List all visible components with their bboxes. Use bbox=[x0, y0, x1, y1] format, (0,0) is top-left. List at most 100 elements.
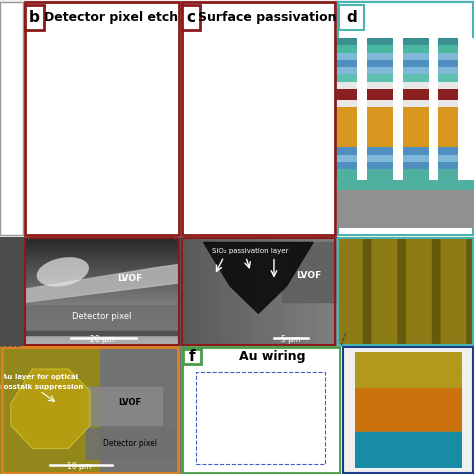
Bar bbox=[321, 53, 337, 60]
Bar bbox=[200, 377, 322, 395]
Bar bbox=[30, 100, 52, 107]
Bar bbox=[133, 60, 160, 67]
Bar bbox=[438, 162, 457, 169]
Text: Detector pixel: Detector pixel bbox=[72, 312, 132, 321]
Bar bbox=[58, 45, 85, 53]
Bar bbox=[337, 190, 474, 228]
Bar bbox=[133, 45, 160, 53]
Bar bbox=[193, 368, 328, 467]
Bar bbox=[58, 100, 85, 107]
Bar bbox=[96, 89, 122, 100]
Bar bbox=[337, 147, 357, 155]
Bar bbox=[164, 107, 180, 147]
Bar bbox=[316, 38, 321, 180]
Bar bbox=[252, 147, 279, 155]
Bar bbox=[133, 89, 160, 100]
Bar bbox=[337, 162, 357, 169]
Bar bbox=[133, 107, 160, 147]
Bar bbox=[30, 53, 52, 60]
Text: LVOF: LVOF bbox=[296, 271, 321, 280]
Bar bbox=[402, 155, 428, 162]
Bar bbox=[438, 100, 457, 107]
Bar bbox=[58, 38, 85, 45]
Bar bbox=[321, 147, 337, 155]
Bar bbox=[438, 45, 457, 53]
Text: d: d bbox=[346, 10, 357, 25]
Bar bbox=[133, 155, 160, 162]
Bar bbox=[164, 169, 180, 180]
Text: LVOF: LVOF bbox=[118, 274, 143, 283]
Bar bbox=[122, 38, 133, 180]
Bar bbox=[438, 67, 457, 74]
Bar bbox=[337, 45, 357, 53]
Bar bbox=[58, 107, 85, 147]
Bar bbox=[457, 38, 474, 180]
Bar bbox=[164, 155, 180, 162]
Bar bbox=[30, 89, 52, 100]
Bar bbox=[164, 89, 180, 100]
Bar bbox=[58, 53, 85, 60]
Bar bbox=[402, 45, 428, 53]
Bar bbox=[367, 162, 393, 169]
Bar bbox=[30, 67, 52, 74]
Bar bbox=[58, 74, 85, 82]
Bar bbox=[393, 38, 402, 180]
Bar bbox=[200, 377, 322, 390]
FancyBboxPatch shape bbox=[182, 347, 340, 473]
Bar bbox=[337, 38, 357, 45]
Bar bbox=[58, 60, 85, 67]
Bar bbox=[321, 100, 337, 107]
Bar bbox=[215, 89, 241, 100]
Bar bbox=[133, 169, 160, 180]
Bar bbox=[290, 155, 316, 162]
Bar bbox=[402, 60, 428, 67]
Text: Detector pixel etch: Detector pixel etch bbox=[44, 11, 178, 24]
Polygon shape bbox=[24, 331, 180, 335]
Bar bbox=[438, 53, 457, 60]
Polygon shape bbox=[11, 369, 90, 448]
Bar bbox=[290, 82, 316, 89]
Bar bbox=[186, 100, 208, 107]
Bar bbox=[96, 162, 122, 169]
Bar bbox=[367, 147, 393, 155]
Bar bbox=[96, 100, 122, 107]
Bar bbox=[367, 74, 393, 82]
FancyBboxPatch shape bbox=[182, 2, 335, 235]
Bar bbox=[133, 100, 160, 107]
Bar bbox=[30, 155, 52, 162]
Bar bbox=[337, 155, 357, 162]
Bar bbox=[85, 38, 96, 180]
Bar bbox=[367, 169, 393, 180]
Text: 10 μm: 10 μm bbox=[67, 463, 91, 472]
Bar bbox=[186, 45, 208, 53]
Bar bbox=[133, 162, 160, 169]
Bar bbox=[133, 74, 160, 82]
Bar bbox=[252, 100, 279, 107]
Bar bbox=[215, 38, 241, 45]
Bar bbox=[96, 53, 122, 60]
Bar bbox=[215, 45, 241, 53]
Text: c: c bbox=[187, 10, 196, 25]
Bar bbox=[402, 74, 428, 82]
Bar bbox=[160, 38, 164, 180]
Bar bbox=[367, 155, 393, 162]
Bar bbox=[337, 53, 357, 60]
Bar bbox=[215, 74, 241, 82]
Polygon shape bbox=[86, 428, 176, 459]
Bar bbox=[290, 89, 316, 100]
Polygon shape bbox=[24, 264, 180, 302]
Bar bbox=[215, 60, 241, 67]
Bar bbox=[290, 67, 316, 74]
Bar bbox=[252, 169, 279, 180]
Bar bbox=[321, 107, 337, 147]
Bar bbox=[290, 45, 316, 53]
Bar bbox=[367, 89, 393, 100]
Bar bbox=[58, 147, 85, 155]
Bar bbox=[96, 155, 122, 162]
Bar bbox=[164, 60, 180, 67]
Bar bbox=[321, 155, 337, 162]
Polygon shape bbox=[203, 243, 313, 313]
Bar bbox=[52, 38, 58, 180]
Bar bbox=[438, 155, 457, 162]
Bar bbox=[186, 60, 208, 67]
